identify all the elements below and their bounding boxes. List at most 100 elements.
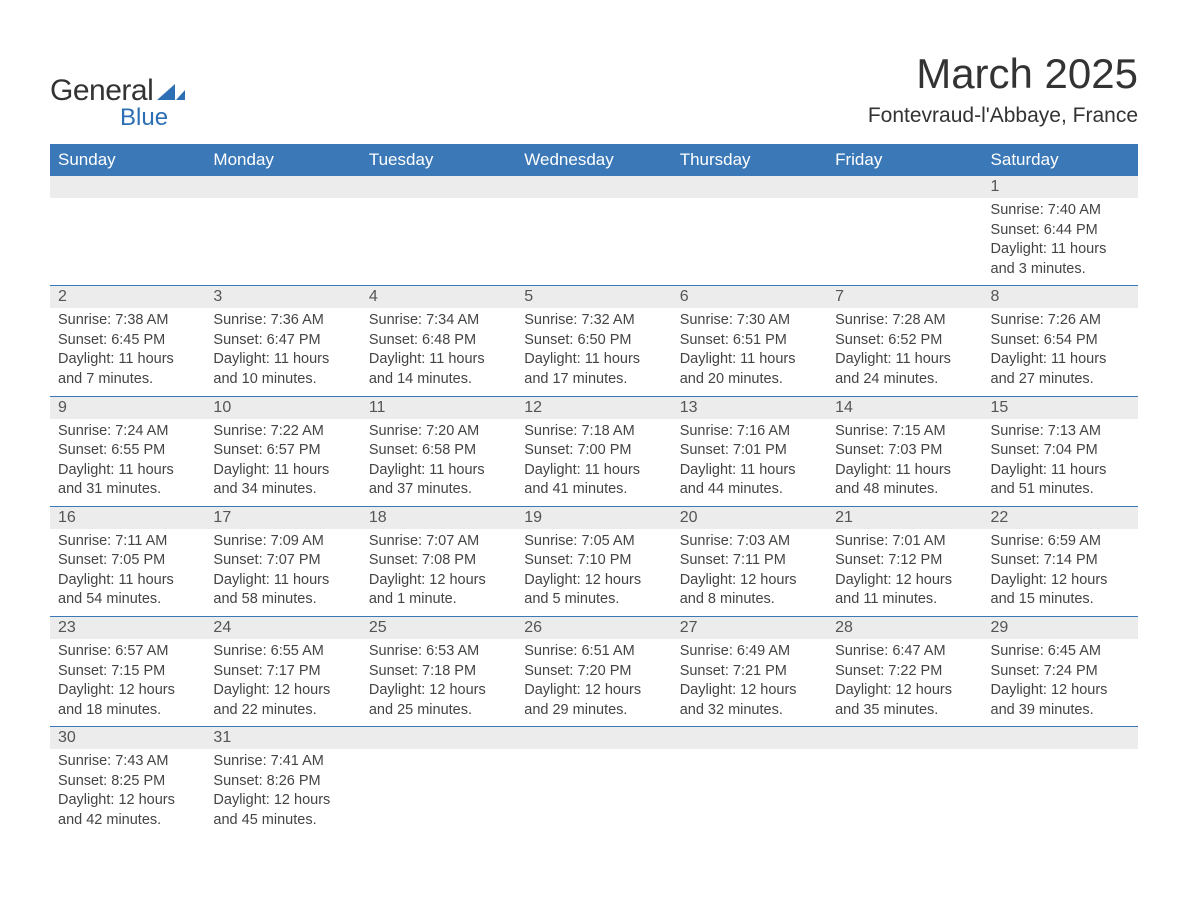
day-sunrise: Sunrise: 7:34 AM (369, 311, 508, 331)
day-sunset: Sunset: 6:47 PM (213, 331, 352, 351)
day-sunset: Sunset: 7:22 PM (835, 662, 974, 682)
day-body (361, 749, 516, 829)
day-sunrise: Sunrise: 7:43 AM (58, 752, 197, 772)
day-body (50, 198, 205, 278)
day-sunrise: Sunrise: 7:24 AM (58, 422, 197, 442)
day-daylight1: Daylight: 12 hours (680, 571, 819, 591)
day-sunset: Sunset: 6:54 PM (991, 331, 1130, 351)
calendar-cell: 3Sunrise: 7:36 AMSunset: 6:47 PMDaylight… (205, 286, 360, 396)
day-number: 24 (205, 617, 360, 639)
day-number: 22 (983, 507, 1138, 529)
calendar-row: 30Sunrise: 7:43 AMSunset: 8:25 PMDayligh… (50, 727, 1138, 837)
calendar-cell: 11Sunrise: 7:20 AMSunset: 6:58 PMDayligh… (361, 396, 516, 506)
day-daylight2: and 11 minutes. (835, 590, 974, 610)
day-number: 1 (983, 176, 1138, 198)
day-daylight2: and 44 minutes. (680, 480, 819, 500)
day-sunrise: Sunrise: 7:07 AM (369, 532, 508, 552)
day-daylight2: and 22 minutes. (213, 701, 352, 721)
calendar-cell: 5Sunrise: 7:32 AMSunset: 6:50 PMDaylight… (516, 286, 671, 396)
day-daylight2: and 15 minutes. (991, 590, 1130, 610)
day-daylight1: Daylight: 12 hours (213, 681, 352, 701)
day-sunset: Sunset: 7:00 PM (524, 441, 663, 461)
day-daylight1: Daylight: 11 hours (991, 461, 1130, 481)
day-daylight2: and 17 minutes. (524, 370, 663, 390)
day-daylight2: and 8 minutes. (680, 590, 819, 610)
day-daylight1: Daylight: 11 hours (213, 350, 352, 370)
day-sunset: Sunset: 7:08 PM (369, 551, 508, 571)
calendar-cell (827, 727, 982, 837)
day-daylight2: and 41 minutes. (524, 480, 663, 500)
day-sunset: Sunset: 6:51 PM (680, 331, 819, 351)
day-sunset: Sunset: 7:24 PM (991, 662, 1130, 682)
calendar-cell: 1Sunrise: 7:40 AMSunset: 6:44 PMDaylight… (983, 176, 1138, 286)
day-body: Sunrise: 7:15 AMSunset: 7:03 PMDaylight:… (827, 419, 982, 506)
day-body (672, 749, 827, 829)
day-sunset: Sunset: 7:07 PM (213, 551, 352, 571)
day-sunrise: Sunrise: 7:03 AM (680, 532, 819, 552)
weekday-header: Saturday (983, 144, 1138, 176)
day-number-bar (361, 176, 516, 198)
day-sunrise: Sunrise: 7:05 AM (524, 532, 663, 552)
day-daylight1: Daylight: 11 hours (991, 240, 1130, 260)
day-sunset: Sunset: 7:03 PM (835, 441, 974, 461)
day-number: 12 (516, 397, 671, 419)
calendar-cell: 21Sunrise: 7:01 AMSunset: 7:12 PMDayligh… (827, 506, 982, 616)
day-body: Sunrise: 7:07 AMSunset: 7:08 PMDaylight:… (361, 529, 516, 616)
day-body (361, 198, 516, 278)
day-daylight2: and 20 minutes. (680, 370, 819, 390)
day-daylight1: Daylight: 12 hours (369, 571, 508, 591)
weekday-header: Sunday (50, 144, 205, 176)
day-daylight2: and 45 minutes. (213, 811, 352, 831)
calendar-row: 2Sunrise: 7:38 AMSunset: 6:45 PMDaylight… (50, 286, 1138, 396)
day-body: Sunrise: 6:57 AMSunset: 7:15 PMDaylight:… (50, 639, 205, 726)
day-sunset: Sunset: 7:17 PM (213, 662, 352, 682)
day-sunrise: Sunrise: 7:30 AM (680, 311, 819, 331)
day-daylight1: Daylight: 11 hours (835, 461, 974, 481)
day-sunrise: Sunrise: 6:51 AM (524, 642, 663, 662)
weekday-header: Monday (205, 144, 360, 176)
page-header: General Blue March 2025 Fontevraud-l'Abb… (50, 50, 1138, 132)
day-number: 5 (516, 286, 671, 308)
day-sunset: Sunset: 7:04 PM (991, 441, 1130, 461)
day-sunset: Sunset: 7:12 PM (835, 551, 974, 571)
day-number-bar (827, 727, 982, 749)
day-daylight1: Daylight: 12 hours (524, 571, 663, 591)
day-sunset: Sunset: 8:26 PM (213, 772, 352, 792)
day-sunset: Sunset: 6:58 PM (369, 441, 508, 461)
day-number: 6 (672, 286, 827, 308)
title-block: March 2025 Fontevraud-l'Abbaye, France (868, 50, 1138, 128)
day-daylight2: and 58 minutes. (213, 590, 352, 610)
day-daylight1: Daylight: 11 hours (524, 350, 663, 370)
day-body: Sunrise: 7:34 AMSunset: 6:48 PMDaylight:… (361, 308, 516, 395)
day-body (205, 198, 360, 278)
day-sunrise: Sunrise: 7:13 AM (991, 422, 1130, 442)
day-daylight1: Daylight: 11 hours (58, 350, 197, 370)
day-daylight1: Daylight: 12 hours (524, 681, 663, 701)
weekday-header: Tuesday (361, 144, 516, 176)
calendar-cell (672, 176, 827, 286)
day-sunrise: Sunrise: 7:26 AM (991, 311, 1130, 331)
day-number: 25 (361, 617, 516, 639)
day-body: Sunrise: 6:47 AMSunset: 7:22 PMDaylight:… (827, 639, 982, 726)
calendar-cell: 28Sunrise: 6:47 AMSunset: 7:22 PMDayligh… (827, 617, 982, 727)
day-number-bar (827, 176, 982, 198)
calendar-cell: 20Sunrise: 7:03 AMSunset: 7:11 PMDayligh… (672, 506, 827, 616)
day-daylight1: Daylight: 11 hours (524, 461, 663, 481)
day-sunrise: Sunrise: 6:57 AM (58, 642, 197, 662)
day-number-bar (361, 727, 516, 749)
day-body: Sunrise: 6:45 AMSunset: 7:24 PMDaylight:… (983, 639, 1138, 726)
day-sunset: Sunset: 7:14 PM (991, 551, 1130, 571)
day-daylight2: and 18 minutes. (58, 701, 197, 721)
weekday-header-row: Sunday Monday Tuesday Wednesday Thursday… (50, 144, 1138, 176)
day-body: Sunrise: 7:22 AMSunset: 6:57 PMDaylight:… (205, 419, 360, 506)
day-sunrise: Sunrise: 7:16 AM (680, 422, 819, 442)
day-number: 11 (361, 397, 516, 419)
day-sunset: Sunset: 6:55 PM (58, 441, 197, 461)
day-daylight1: Daylight: 11 hours (369, 350, 508, 370)
day-body: Sunrise: 7:20 AMSunset: 6:58 PMDaylight:… (361, 419, 516, 506)
day-body: Sunrise: 7:28 AMSunset: 6:52 PMDaylight:… (827, 308, 982, 395)
day-sunset: Sunset: 6:45 PM (58, 331, 197, 351)
calendar-cell: 17Sunrise: 7:09 AMSunset: 7:07 PMDayligh… (205, 506, 360, 616)
calendar-cell (361, 727, 516, 837)
logo: General Blue (50, 74, 185, 132)
